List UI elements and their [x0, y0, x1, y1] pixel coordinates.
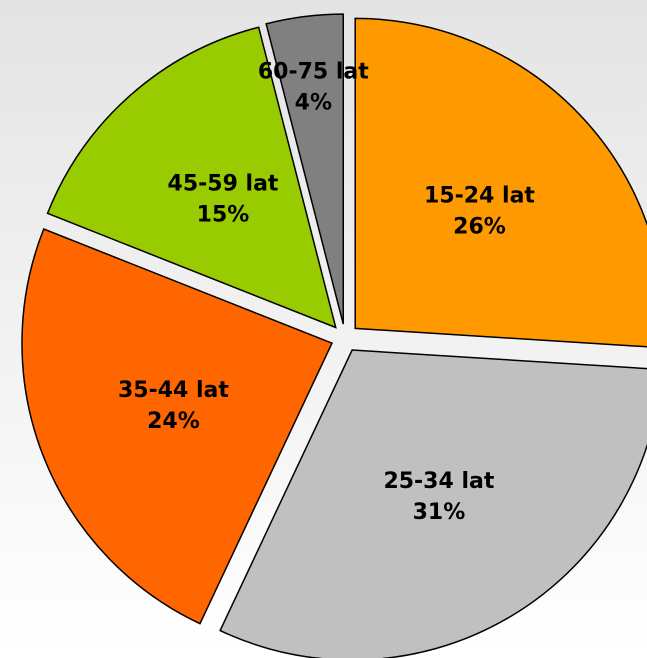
pie-slice — [219, 349, 647, 658]
pie-slice — [265, 13, 344, 325]
slice-category-label: 25-34 lat — [383, 469, 494, 494]
slice-value-label: 4% — [295, 90, 332, 115]
slice-category-label: 60-75 lat — [258, 59, 369, 84]
pie-slice — [354, 17, 647, 348]
slice-value-label: 24% — [147, 409, 200, 434]
slice-category-label: 15-24 lat — [424, 184, 535, 209]
slice-category-label: 35-44 lat — [118, 378, 229, 403]
slice-value-label: 31% — [413, 500, 466, 525]
slice-category-label: 45-59 lat — [168, 172, 279, 197]
slice-value-label: 15% — [197, 203, 250, 228]
slice-value-label: 26% — [453, 215, 506, 240]
pie-slice — [46, 26, 337, 329]
pie-slice — [21, 228, 334, 625]
